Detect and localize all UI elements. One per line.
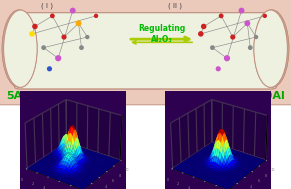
Point [70,9,75,12]
FancyBboxPatch shape [0,0,291,105]
Point [245,22,250,25]
Polygon shape [19,81,278,87]
Ellipse shape [3,10,37,87]
Ellipse shape [2,10,36,87]
Ellipse shape [2,10,36,87]
Ellipse shape [3,10,37,87]
Ellipse shape [254,10,288,87]
Point [33,25,37,28]
Polygon shape [271,11,278,87]
Ellipse shape [255,10,289,87]
Text: ( I ): ( I ) [40,2,53,9]
Point [248,46,253,49]
Point [201,25,206,28]
FancyBboxPatch shape [15,13,276,89]
Ellipse shape [254,10,288,87]
Point [41,46,46,49]
Point [79,46,84,49]
Point [76,22,81,25]
Text: ( II ): ( II ) [168,2,182,9]
Point [254,36,258,39]
Point [62,36,66,39]
Point [230,36,235,39]
Point [47,67,52,70]
Point [50,14,55,17]
Point [56,57,61,60]
Point [94,14,98,17]
Point [216,67,221,70]
FancyBboxPatch shape [15,13,276,89]
Point [210,46,215,49]
Point [85,36,90,39]
Text: Al₂O₃: Al₂O₃ [151,35,172,44]
Text: 5Al: 5Al [6,91,26,101]
Text: 20Al: 20Al [258,91,285,101]
Point [219,14,223,17]
Point [262,14,267,17]
Point [225,57,229,60]
Ellipse shape [255,10,289,87]
Point [30,32,34,35]
Text: Regulating: Regulating [138,24,185,33]
Point [198,32,203,35]
Point [239,9,244,12]
